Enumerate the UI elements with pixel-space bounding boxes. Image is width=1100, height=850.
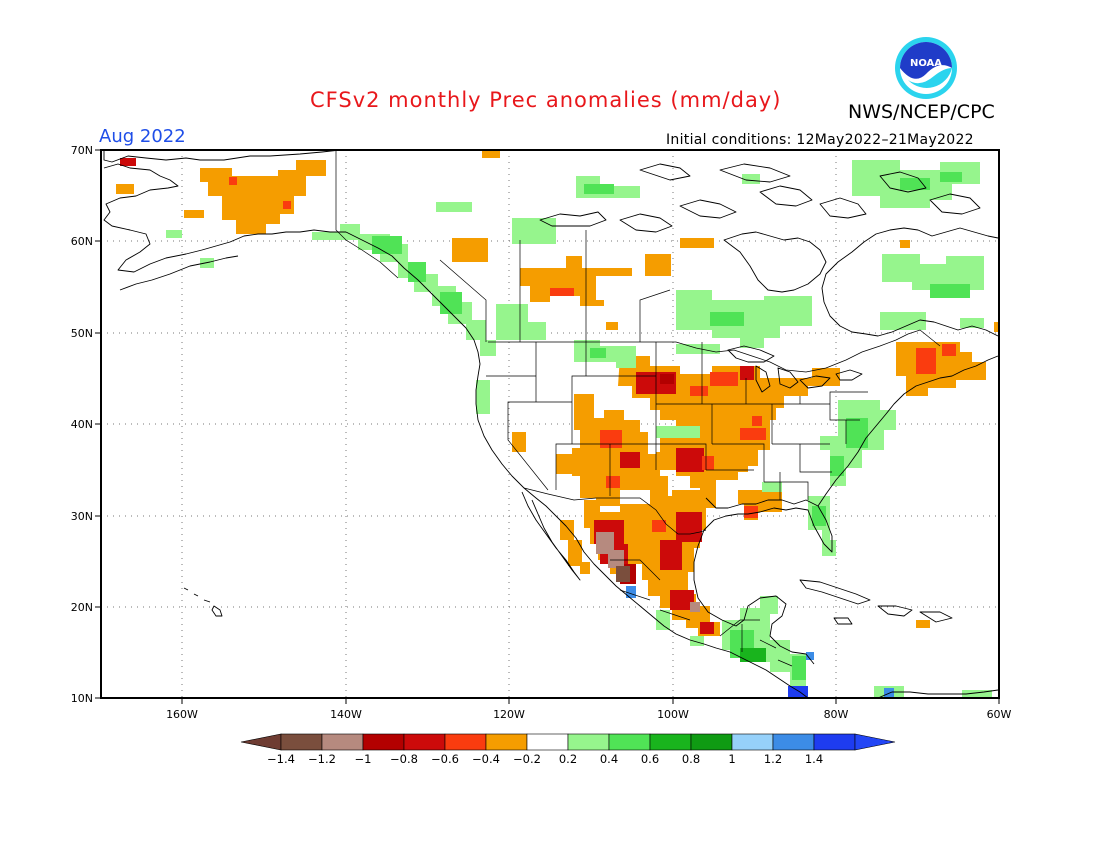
lat-tick-label: 70N xyxy=(71,144,93,157)
legend-swatch xyxy=(649,733,692,751)
longitude-labels: 160W 140W 120W 100W 80W 60W xyxy=(166,708,1011,721)
legend-label: −0.4 xyxy=(472,752,500,766)
south-america xyxy=(877,689,999,698)
legend-swatch xyxy=(280,733,323,751)
legend-label: 1.4 xyxy=(805,752,823,766)
lon-tick-label: 100W xyxy=(657,708,689,721)
legend-label: 1 xyxy=(728,752,735,766)
wet-anomaly-patches xyxy=(166,160,992,698)
noaa-logo-icon: NOAA xyxy=(895,37,957,99)
mexico-states xyxy=(610,559,760,637)
legend-swatch xyxy=(813,733,856,751)
legend-swatch xyxy=(526,733,569,751)
lon-tick-label: 160W xyxy=(166,708,198,721)
hudson-bay xyxy=(723,231,827,293)
legend-swatch xyxy=(608,733,651,751)
legend-swatch xyxy=(772,733,815,751)
legend-swatch xyxy=(321,733,364,751)
logo-text: NOAA xyxy=(910,58,942,69)
central-america-borders xyxy=(741,624,793,667)
legend-arrow-low xyxy=(240,733,282,751)
legend-label: −0.8 xyxy=(390,752,418,766)
gulf-coast xyxy=(693,497,833,665)
lat-tick-label: 10N xyxy=(71,692,93,705)
coastlines xyxy=(103,150,999,698)
hawaii xyxy=(183,587,223,617)
legend-label: −0.2 xyxy=(513,752,541,766)
legend-label: −0.6 xyxy=(431,752,459,766)
chart-title: CFSv2 monthly Prec anomalies (mm/day) xyxy=(310,88,782,112)
lon-tick-label: 80W xyxy=(824,708,849,721)
canada-provinces xyxy=(439,230,671,342)
initial-conditions-label: Initial conditions: 12May2022–21May2022 xyxy=(666,132,974,148)
legend-swatch xyxy=(690,733,733,751)
lat-tick-label: 60N xyxy=(71,235,93,248)
alaska-dry-patch xyxy=(200,160,326,234)
dry-anomaly-patches xyxy=(116,150,999,636)
legend-label: 0.8 xyxy=(682,752,700,766)
lat-tick-label: 40N xyxy=(71,418,93,431)
cuba-islands xyxy=(799,579,953,625)
legend-swatch xyxy=(485,733,528,751)
legend-arrow-high xyxy=(854,733,896,751)
lat-tick-label: 20N xyxy=(71,601,93,614)
legend-label: −1 xyxy=(355,752,372,766)
alaska-canada-border xyxy=(335,150,399,279)
us-mexico-border xyxy=(523,487,707,535)
agency-label: NWS/NCEP/CPC xyxy=(848,101,995,123)
state-lines xyxy=(486,342,868,500)
latitude-labels: 70N 60N 50N 40N 30N 20N 10N xyxy=(71,144,93,705)
lat-tick-label: 50N xyxy=(71,327,93,340)
lon-tick-label: 60W xyxy=(987,708,1012,721)
legend-swatch xyxy=(567,733,610,751)
legend-swatch xyxy=(731,733,774,751)
political-borders xyxy=(335,150,941,667)
legend-label: 0.6 xyxy=(641,752,659,766)
legend-swatch xyxy=(444,733,487,751)
valid-month-label: Aug 2022 xyxy=(99,126,186,147)
legend-label: 0.2 xyxy=(559,752,577,766)
pacific-coast xyxy=(345,231,809,698)
legend-swatch xyxy=(403,733,446,751)
legend-label: −1.2 xyxy=(308,752,336,766)
legend-label: 1.2 xyxy=(764,752,782,766)
lon-tick-label: 120W xyxy=(493,708,525,721)
alaska-coast xyxy=(103,163,346,273)
lon-tick-label: 140W xyxy=(330,708,362,721)
legend-swatch xyxy=(362,733,405,751)
canada-east-coast xyxy=(821,227,999,337)
legend-label: 0.4 xyxy=(600,752,618,766)
arctic-islands xyxy=(539,163,981,233)
legend-label: −1.4 xyxy=(267,752,295,766)
baja-coast xyxy=(521,491,581,581)
color-legend: −1.4 −1.2 −1 −0.8 −0.6 −0.4 −0.2 0.2 0.4 0.6 0.8 1 1… xyxy=(240,733,896,766)
great-lakes xyxy=(727,345,863,393)
atlantic-coast xyxy=(817,355,999,507)
us-canada-border xyxy=(488,329,941,373)
lat-tick-label: 30N xyxy=(71,510,93,523)
